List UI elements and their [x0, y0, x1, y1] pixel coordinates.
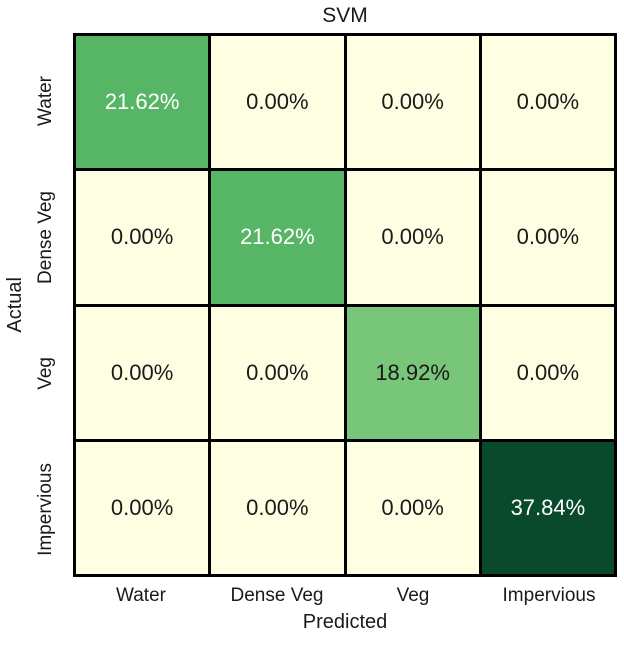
- heatmap-cell: 18.92%: [346, 306, 479, 439]
- heatmap-cell: 0.00%: [481, 306, 614, 439]
- x-tick-label: Dense Veg: [230, 585, 324, 606]
- x-tick-label: Veg: [396, 585, 430, 606]
- y-tick-slot: Water: [32, 33, 60, 169]
- y-tick-slot: Veg: [32, 305, 60, 441]
- x-tick-labels: Water Dense Veg Veg Impervious: [73, 585, 617, 609]
- y-tick-label: Veg: [35, 356, 56, 390]
- heatmap-cell: 0.00%: [211, 306, 344, 439]
- heatmap-cell: 0.00%: [76, 171, 209, 304]
- y-axis-label: Actual: [3, 277, 26, 333]
- chart-title: SVM: [322, 4, 368, 27]
- heatmap-cell: 21.62%: [211, 171, 344, 304]
- heatmap-cell: 21.62%: [76, 36, 209, 169]
- heatmap-cell: 0.00%: [76, 306, 209, 439]
- heatmap-cell: 37.84%: [481, 441, 614, 574]
- y-tick-slot: Dense Veg: [32, 169, 60, 305]
- y-tick-label: Impervious: [35, 462, 56, 556]
- heatmap-cell: 0.00%: [481, 171, 614, 304]
- heatmap-cell: 0.00%: [346, 36, 479, 169]
- x-tick-label: Water: [116, 585, 166, 606]
- y-tick-slot: Impervious: [32, 441, 60, 577]
- y-tick-label: Water: [35, 76, 56, 126]
- heatmap-cell: 0.00%: [76, 441, 209, 574]
- heatmap-cell: 0.00%: [211, 441, 344, 574]
- y-tick-label: Dense Veg: [35, 190, 56, 284]
- heatmap-cell: 0.00%: [346, 441, 479, 574]
- y-tick-labels: Water Dense Veg Veg Impervious: [32, 33, 60, 577]
- heatmap-grid: 21.62% 0.00% 0.00% 0.00% 0.00% 21.62% 0.00% 0.0…: [73, 33, 617, 577]
- y-axis-label-wrap: Actual: [2, 33, 28, 577]
- heatmap-cell: 0.00%: [481, 36, 614, 169]
- x-tick-label: Impervious: [502, 585, 596, 606]
- x-axis-label: Predicted: [302, 611, 388, 633]
- heatmap-cell: 0.00%: [211, 36, 344, 169]
- heatmap-cell: 0.00%: [346, 171, 479, 304]
